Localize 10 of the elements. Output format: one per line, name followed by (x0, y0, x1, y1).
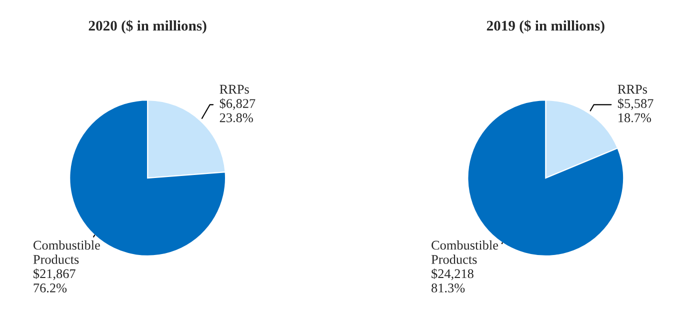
chart-title: 2020 ($ in millions) (88, 20, 206, 34)
chart-title: 2019 ($ in millions) (486, 20, 604, 34)
slice-label: RRPs (618, 84, 647, 94)
data-label: $21,867 76.2% (34, 268, 76, 292)
data-label: $5,587 18.7% (618, 98, 654, 122)
slice-label: Combustible Products (431, 240, 498, 264)
data-label: $24,218 81.3% (432, 268, 474, 292)
slice-label: Combustible Products (33, 240, 100, 264)
slice-label: RRPs (220, 84, 249, 94)
data-label: $6,827 23.8% (220, 98, 256, 122)
